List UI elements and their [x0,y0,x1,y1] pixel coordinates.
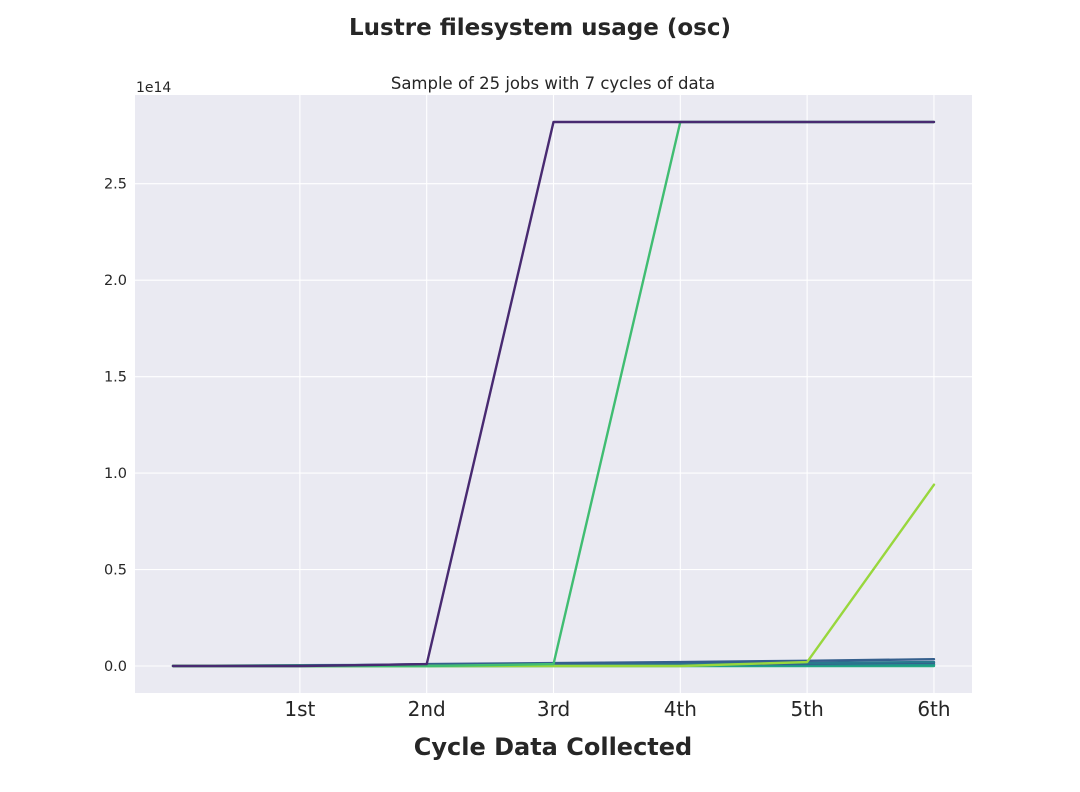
y-tick-label: 0.0 [104,659,127,675]
y-tick-label: 0.5 [104,563,127,579]
y-tick-label: 1.0 [104,466,127,482]
y-tick-labels: 0.0 0.5 1.0 1.5 2.0 2.5 [104,177,127,675]
x-tick-label: 2nd [408,697,446,721]
x-tick-labels: 1st 2nd 3rd 4th 5th 6th [284,697,950,721]
chart-subtitle: Sample of 25 jobs with 7 cycles of data [391,74,715,93]
series-group [171,120,936,668]
y-tick-label: 2.0 [104,273,127,289]
x-tick-label: 5th [791,697,824,721]
y-axis-offset-label: 1e14 [136,80,171,96]
x-tick-label: 3rd [537,697,570,721]
x-tick-label: 6th [917,697,950,721]
x-axis-label: Cycle Data Collected [414,733,692,761]
grid [135,95,972,693]
chart-title: Lustre filesystem usage (osc) [349,15,731,41]
y-tick-label: 1.5 [104,370,127,386]
x-tick-label: 4th [664,697,697,721]
y-tick-label: 2.5 [104,177,127,193]
series-line [171,120,936,668]
x-tick-label: 1st [284,697,315,721]
